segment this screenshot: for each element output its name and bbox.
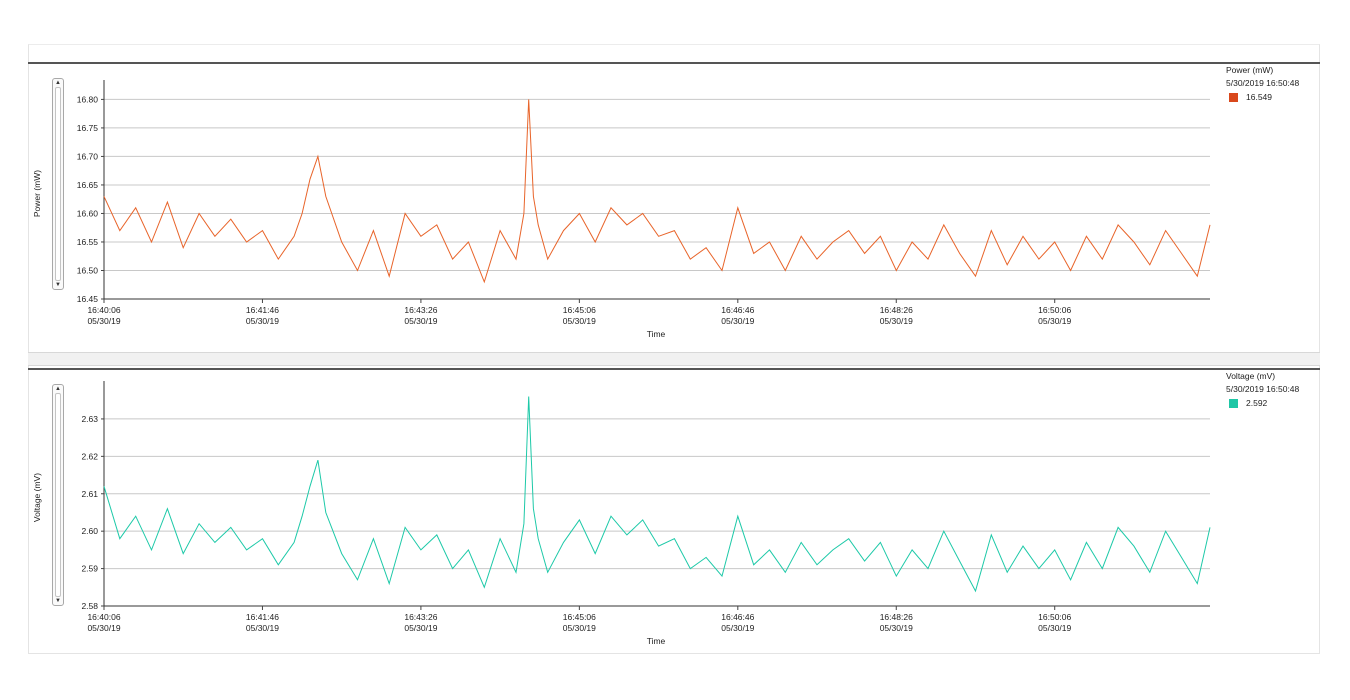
voltage-legend-swatch [1229,399,1238,408]
scroll-down-arrow-icon[interactable]: ▼ [55,282,61,288]
x-tick-date-label: 05/30/19 [1038,316,1071,326]
power-legend-swatch [1229,93,1238,102]
y-tick-label: 2.62 [81,451,98,461]
voltage-x-axis-label: Time [647,636,666,646]
app-window [28,44,1320,654]
scroll-up-arrow-icon[interactable]: ▲ [55,386,61,392]
power-series-line [103,99,1211,284]
panel-splitter[interactable] [28,352,1320,366]
voltage-series-line [103,396,1211,593]
x-tick-time-label: 16:48:26 [880,305,913,315]
y-tick-label: 2.58 [81,601,98,611]
x-tick-time-label: 16:50:06 [1038,612,1071,622]
x-tick-date-label: 05/30/19 [1038,623,1071,633]
x-tick-date-label: 05/30/19 [246,316,279,326]
power-legend-title: Power (mW) [1226,65,1274,75]
y-tick-label: 2.63 [81,414,98,424]
x-tick-time-label: 16:50:06 [1038,305,1071,315]
y-tick-label: 2.60 [81,526,98,536]
y-tick-label: 16.50 [77,265,99,275]
voltage-legend-timestamp: 5/30/2019 16:50:48 [1226,384,1300,394]
x-tick-date-label: 05/30/19 [880,316,913,326]
x-tick-date-label: 05/30/19 [721,623,754,633]
x-tick-time-label: 16:40:06 [87,612,120,622]
voltage-x-ticks: 16:40:0605/30/1916:41:4605/30/1916:43:26… [87,606,1072,633]
y-tick-label: 16.60 [77,208,99,218]
power-vertical-scrollbar[interactable]: ▲ ▼ [52,78,64,290]
voltage-panel-header-rule [28,368,1320,370]
scroll-up-arrow-icon[interactable]: ▲ [55,80,61,86]
y-tick-label: 2.59 [81,564,98,574]
scroll-down-arrow-icon[interactable]: ▼ [55,598,61,604]
x-tick-date-label: 05/30/19 [563,316,596,326]
voltage-gridlines [104,418,1210,607]
voltage-chart: 2.582.592.602.612.622.63 16:40:0605/30/1… [32,381,1211,646]
y-tick-label: 16.65 [77,180,99,190]
x-tick-date-label: 05/30/19 [87,316,120,326]
y-tick-label: 16.75 [77,123,99,133]
scrollbar-thumb[interactable] [55,393,61,597]
x-tick-date-label: 05/30/19 [563,623,596,633]
x-tick-time-label: 16:41:46 [246,612,279,622]
power-chart: 16.45 16.50 16.55 16.60 16.65 16.70 16.75 16.80… [32,80,1211,339]
x-tick-date-label: 05/30/19 [880,623,913,633]
x-tick-time-label: 16:41:46 [246,305,279,315]
power-legend-value: 16.549 [1246,92,1272,102]
x-tick-time-label: 16:43:26 [404,612,437,622]
power-y-axis-label: Power (mW) [32,170,42,217]
power-legend: Power (mW) 5/30/2019 16:50:48 16.549 [1226,64,1336,104]
power-y-ticks: 16.45 16.50 16.55 16.60 16.65 16.70 16.75 16.80 [77,94,104,304]
power-axes [103,80,1210,300]
x-tick-time-label: 16:40:06 [87,305,120,315]
x-tick-date-label: 05/30/19 [404,316,437,326]
power-x-ticks: 16:40:0605/30/1916:41:4605/30/1916:43:26… [87,299,1072,326]
x-tick-time-label: 16:45:06 [563,612,596,622]
x-tick-time-label: 16:43:26 [404,305,437,315]
scrollbar-thumb[interactable] [55,87,61,281]
x-tick-time-label: 16:46:46 [721,305,754,315]
y-tick-label: 2.61 [81,489,98,499]
voltage-y-ticks: 2.58 2.59 2.60 2.61 2.62 2.63 [81,414,104,611]
voltage-legend-title: Voltage (mV) [1226,371,1276,381]
voltage-legend-value: 2.592 [1246,398,1268,408]
voltage-legend: Voltage (mV) 5/30/2019 16:50:48 2.592 [1226,370,1336,410]
power-legend-timestamp: 5/30/2019 16:50:48 [1226,78,1300,88]
power-panel-header-rule [28,62,1320,64]
power-gridlines [104,98,1210,300]
voltage-y-axis-label: Voltage (mV) [32,473,42,522]
x-tick-date-label: 05/30/19 [404,623,437,633]
y-tick-label: 16.55 [77,237,99,247]
x-tick-date-label: 05/30/19 [246,623,279,633]
power-x-axis-label: Time [647,329,666,339]
power-legend-entry: 16.549 [1226,91,1336,104]
x-tick-time-label: 16:45:06 [563,305,596,315]
x-tick-date-label: 05/30/19 [721,316,754,326]
x-tick-time-label: 16:46:46 [721,612,754,622]
y-tick-label: 16.70 [77,151,99,161]
voltage-vertical-scrollbar[interactable]: ▲ ▼ [52,384,64,606]
y-tick-label: 16.45 [77,294,99,304]
x-tick-time-label: 16:48:26 [880,612,913,622]
y-tick-label: 16.80 [77,94,99,104]
voltage-legend-entry: 2.592 [1226,397,1336,410]
x-tick-date-label: 05/30/19 [87,623,120,633]
